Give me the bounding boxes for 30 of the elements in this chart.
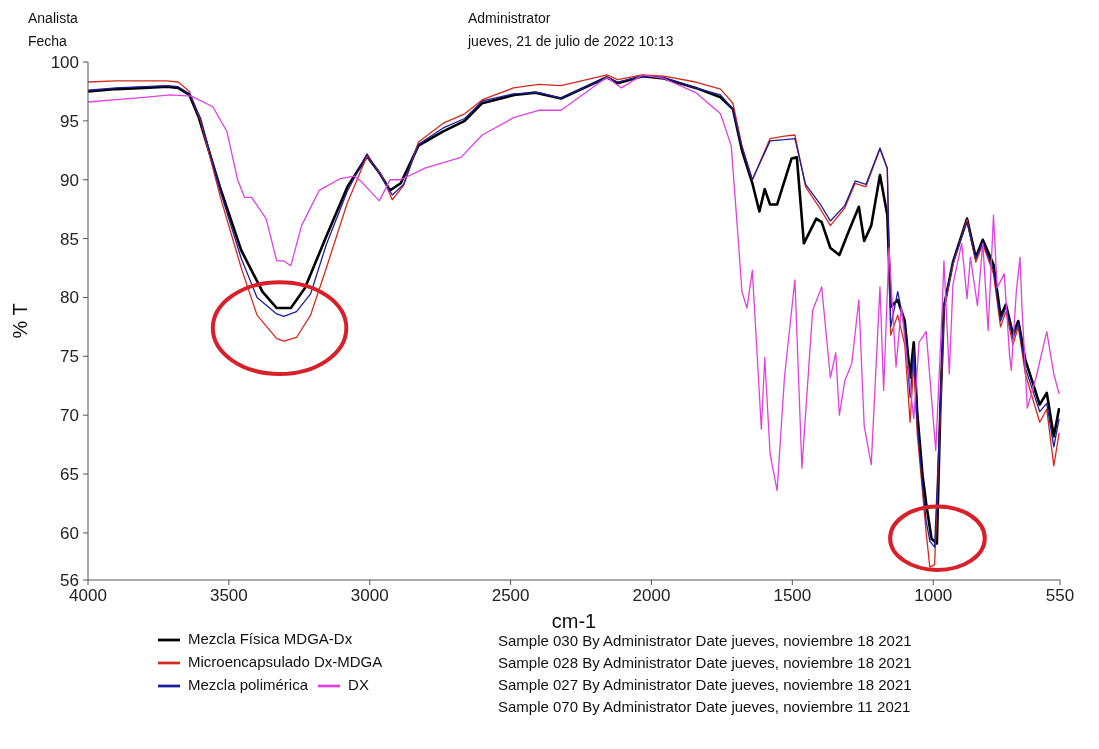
y-axis-title: % T <box>9 303 32 339</box>
text: Fecha <box>28 32 68 51</box>
y-tick-label: 70 <box>60 406 79 426</box>
x-tick-label: 3500 <box>209 586 248 605</box>
x-tick-label: 550 <box>1045 586 1075 605</box>
y-tick-label: 90 <box>60 170 79 190</box>
x-axis-title: cm-1 <box>551 610 597 632</box>
text: Analista <box>28 9 79 28</box>
y-tick-label: 95 <box>60 111 79 131</box>
legend-label: Mezcla Física MDGA-Dx <box>188 630 353 647</box>
text: Sample 028 By Administrator Date jueves, noviembre 18 2021 <box>498 653 912 673</box>
y-tick-label: 65 <box>60 465 79 485</box>
y-tick-label: 75 <box>60 347 79 367</box>
y-tick-label: 60 <box>60 523 79 543</box>
text: jueves, 21 de julio de 2022 10:13 <box>468 32 675 51</box>
legend-label: DX <box>348 676 369 694</box>
x-tick-label: 2000 <box>632 586 671 605</box>
text: Sample 030 By Administrator Date jueves, noviembre 18 2021 <box>498 631 912 651</box>
x-tick-label: 1500 <box>773 586 812 605</box>
legend-label: Microencapsulado Dx-MDGA <box>188 653 383 671</box>
text: Sample 070 By Administrator Date jueves, noviembre 11 2021 <box>498 697 912 717</box>
x-tick-label: 1000 <box>914 586 953 605</box>
y-tick-label: 100 <box>50 53 79 72</box>
y-tick-label: 80 <box>60 288 79 308</box>
text: Sample 027 By Administrator Date jueves, noviembre 18 2021 <box>498 675 912 695</box>
legend-label: Mezcla polimérica <box>188 676 309 694</box>
y-tick-label: 85 <box>60 229 79 249</box>
x-tick-label: 3000 <box>350 586 389 605</box>
x-tick-label: 2500 <box>491 586 530 605</box>
text: Administrator <box>468 9 552 28</box>
